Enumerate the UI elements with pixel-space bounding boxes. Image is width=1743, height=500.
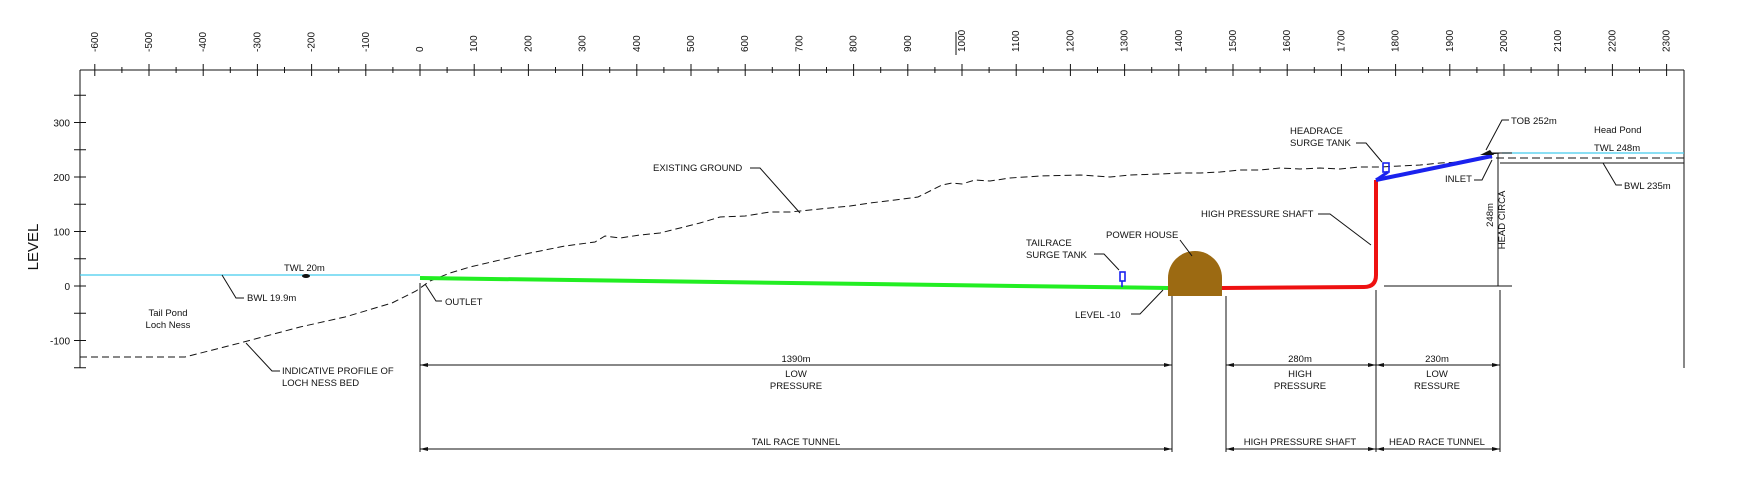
power-house	[1168, 251, 1222, 296]
dimension-extension-lines	[419, 283, 1501, 452]
tailrace-surge-leader	[1094, 253, 1120, 271]
x-tick-label: 2200	[1607, 29, 1618, 52]
x-tick-label: -300	[252, 32, 263, 52]
power-house-leader	[1179, 239, 1193, 257]
x-tick-label: 0	[415, 46, 426, 52]
high-pressure-shaft-label: HIGH PRESSURE SHAFT	[1201, 209, 1314, 220]
y-axis-ticks: 300 200 100 0 -100	[50, 94, 86, 369]
x-tick-label: -400	[198, 32, 209, 52]
high-pressure-tunnel	[1221, 285, 1365, 290]
tail-race-tunnel	[419, 276, 1169, 290]
x-tick-label: 2100	[1553, 29, 1564, 52]
twl-tail-label: TWL 20m	[284, 263, 325, 274]
tailrace-surge-label-1: TAILRACE	[1026, 238, 1072, 249]
head-circa-label: HEAD CIRCA	[1497, 190, 1508, 249]
x-tick-label: -200	[307, 32, 318, 52]
tob-marker	[1480, 150, 1494, 155]
x-tick-label: 2000	[1499, 29, 1510, 52]
x-tick-label: 700	[794, 35, 805, 52]
x-tick-label: 900	[903, 35, 914, 52]
headrace-surge-tank	[1382, 162, 1390, 173]
x-tick-label: 800	[849, 35, 860, 52]
x-tick-label: -100	[361, 32, 372, 52]
dimension-row-2	[420, 447, 1500, 451]
y-axis-title: LEVEL	[25, 224, 42, 271]
bwl-tail-leader	[221, 274, 244, 299]
x-tick-label: 600	[740, 35, 751, 52]
x-tick-label: 1900	[1445, 29, 1456, 52]
y-tick-label: 300	[53, 119, 70, 130]
indicative-profile-leader	[245, 342, 280, 372]
x-tick-label: 100	[469, 35, 480, 52]
x-tick-label: 500	[686, 35, 697, 52]
head-circa-value: 248m	[1485, 203, 1496, 227]
headrace-surge-label-1: HEADRACE	[1290, 126, 1343, 137]
tail-race-tunnel-label: TAIL RACE TUNNEL	[752, 437, 841, 448]
outlet-label: OUTLET	[445, 297, 483, 308]
headrace-surge-leader	[1356, 142, 1383, 163]
headrace-surge-label-2: SURGE TANK	[1290, 138, 1352, 149]
hp-shaft-name-label: HIGH PRESSURE SHAFT	[1244, 437, 1357, 448]
indicative-profile-label-2: LOCH NESS BED	[282, 378, 359, 389]
x-tick-label: 1300	[1120, 29, 1131, 52]
head-race-tunnel	[1375, 154, 1493, 182]
outlet-leader	[424, 283, 442, 302]
x-tick-label: 1700	[1336, 29, 1347, 52]
x-tick-label: 1400	[1174, 29, 1185, 52]
bwl-head-leader	[1602, 162, 1622, 186]
tail-pressure-label-1: LOW	[785, 369, 807, 380]
hp-pressure-label-2: PRESSURE	[1274, 381, 1326, 392]
x-tick-label: 1500	[1228, 29, 1239, 52]
x-tick-label: 1100	[1011, 30, 1022, 52]
high-pressure-shaft	[1363, 180, 1378, 289]
dimension-row-1	[420, 363, 1500, 367]
x-tick-label: 300	[578, 35, 589, 52]
x-tick-label: -500	[144, 32, 155, 52]
x-tick-label: 1000	[957, 29, 968, 52]
power-house-label: POWER HOUSE	[1106, 230, 1178, 241]
twl-head-label: TWL 248m	[1594, 143, 1640, 154]
tail-length-label: 1390m	[781, 354, 810, 365]
loch-ness-label: Loch Ness	[146, 320, 191, 331]
hp-length-label: 280m	[1288, 354, 1312, 365]
tailrace-surge-label-2: SURGE TANK	[1026, 250, 1088, 261]
head-pressure-label-1: LOW	[1426, 369, 1448, 380]
inlet-label: INLET	[1445, 174, 1472, 185]
inlet-leader	[1474, 159, 1493, 181]
head-race-tunnel-label: HEAD RACE TUNNEL	[1389, 437, 1485, 448]
twl-tail-marker	[302, 274, 310, 278]
x-tick-label: 400	[632, 35, 643, 52]
level-minus10-label: LEVEL -10	[1075, 310, 1121, 321]
bwl-tail-label: BWL 19.9m	[247, 293, 296, 304]
head-race-shaft-link	[1375, 170, 1389, 182]
y-tick-label: 0	[64, 282, 70, 293]
head-pond-label: Head Pond	[1594, 125, 1642, 136]
x-tick-label: 1200	[1065, 29, 1076, 52]
bwl-head-label: BWL 235m	[1624, 181, 1671, 192]
level-minus10-leader	[1131, 289, 1164, 315]
x-tick-label: 2300	[1662, 29, 1673, 52]
x-tick-label: 1800	[1391, 29, 1402, 52]
existing-ground-leader	[750, 167, 801, 214]
hp-pressure-label-1: HIGH	[1288, 369, 1312, 380]
head-pressure-label-2: RESSURE	[1414, 381, 1460, 392]
head-length-label: 230m	[1425, 354, 1449, 365]
x-tick-label: 200	[523, 35, 534, 52]
tob-label: TOB 252m	[1511, 116, 1557, 127]
tail-pond-label: Tail Pond	[148, 308, 187, 319]
high-pressure-shaft-leader	[1318, 213, 1372, 246]
tailrace-surge-tank	[1119, 271, 1126, 282]
existing-ground-label: EXISTING GROUND	[653, 163, 742, 174]
x-tick-label: -600	[90, 32, 101, 52]
y-tick-label: -100	[50, 337, 70, 348]
tob-leader	[1485, 119, 1509, 151]
existing-ground-profile	[80, 157, 1485, 358]
indicative-profile-label-1: INDICATIVE PROFILE OF	[282, 366, 394, 377]
x-tick-label: 1600	[1282, 29, 1293, 52]
tail-pressure-label-2: PRESSURE	[770, 381, 822, 392]
y-tick-label: 100	[53, 228, 70, 239]
x-axis-ticks: -600 -500 -400 -300 -200 -100 0 100 200 300 400 500…	[90, 29, 1673, 76]
y-tick-label: 200	[53, 173, 70, 184]
